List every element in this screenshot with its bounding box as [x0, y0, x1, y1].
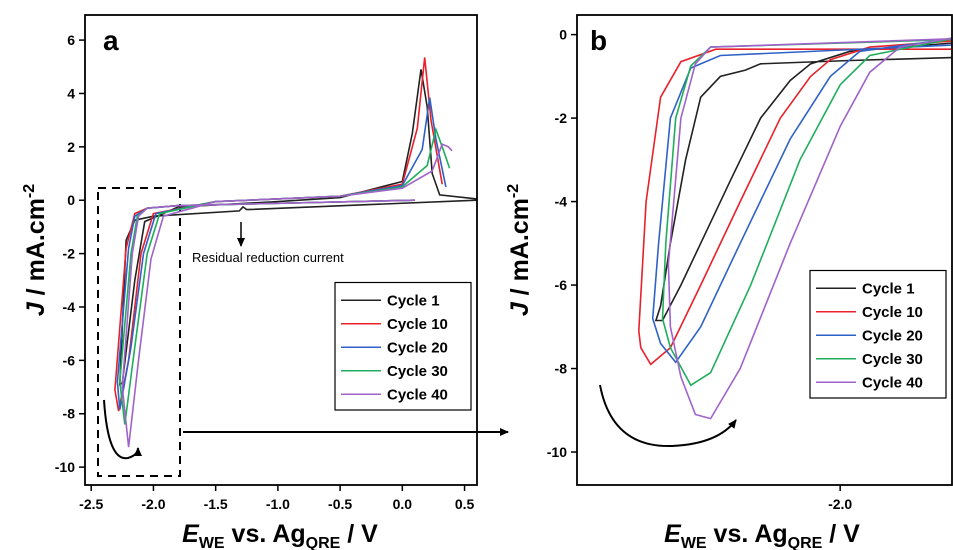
y-tick-label: -6: [555, 277, 568, 293]
legend-label: Cycle 1: [387, 292, 440, 309]
series-line: [118, 69, 477, 386]
x-tick-label: -0.5: [328, 496, 352, 512]
y-axis-title-part: -2: [505, 184, 522, 198]
legend-box: [809, 269, 947, 399]
zoom-box: [97, 187, 181, 477]
y-tick-label: 0: [559, 27, 567, 43]
y-tick-label: 6: [67, 32, 75, 48]
y-tick-label: -8: [555, 361, 568, 377]
y-axis-title-part: J: [22, 301, 50, 316]
legend-box: [334, 281, 472, 411]
x-tick-label: -1.0: [266, 496, 290, 512]
y-tick-label: 4: [67, 85, 75, 101]
plot-frame: [576, 14, 953, 486]
x-axis-title-part: vs. Ag: [707, 520, 788, 548]
x-tick-label: -1.5: [204, 496, 228, 512]
y-tick-label: -4: [63, 299, 76, 315]
y-axis-title: J / mA.cm-2: [505, 184, 534, 316]
y-tick-label: -8: [63, 406, 76, 422]
legend-label: Cycle 30: [862, 351, 923, 368]
legend-label: Cycle 10: [862, 304, 923, 321]
scan-arrow: [103, 399, 142, 460]
y-tick-label: -2: [555, 110, 568, 126]
x-axis-title-part: WE: [681, 535, 707, 550]
scan-arrow: [599, 384, 737, 448]
panel-label: b: [590, 25, 607, 56]
y-axis-title-part: / mA.cm: [506, 198, 534, 302]
x-axis-title-part: / V: [822, 520, 860, 548]
x-axis-title-part: / V: [340, 520, 378, 548]
x-tick-label: 0.0: [393, 496, 413, 512]
y-axis-title-part: J: [506, 301, 534, 316]
series-line: [121, 143, 453, 448]
legend-label: Cycle 20: [862, 327, 923, 344]
series-line: [667, 37, 952, 420]
x-tick-label: 0.5: [455, 496, 475, 512]
x-tick-label: -2.0: [828, 496, 852, 512]
y-axis-title-part: / mA.cm: [22, 198, 50, 302]
legend-label: Cycle 30: [387, 363, 448, 380]
y-axis-title-part: -2: [21, 184, 38, 198]
y-axis-title: J / mA.cm-2: [21, 184, 50, 316]
annotation: Residual reduction current: [192, 250, 344, 265]
x-axis-title-part: E: [182, 520, 200, 548]
y-tick-label: 2: [67, 139, 75, 155]
series-line: [661, 38, 952, 387]
x-axis-title: EWE vs. AgQRE / V: [182, 520, 378, 550]
legend-label: Cycle 40: [862, 374, 923, 391]
legend-label: Cycle 10: [387, 316, 448, 333]
x-axis-title-part: QRE: [788, 535, 823, 550]
y-tick-label: -2: [63, 246, 76, 262]
panel-label: a: [103, 25, 119, 56]
y-tick-label: -10: [55, 459, 75, 475]
x-tick-label: -2.0: [141, 496, 165, 512]
series-line: [116, 97, 447, 410]
series-line: [654, 42, 952, 322]
series-line: [637, 40, 952, 366]
legend-label: Cycle 40: [387, 386, 448, 403]
x-axis-title: EWE vs. AgQRE / V: [664, 520, 860, 550]
legend-label: Cycle 20: [387, 339, 448, 356]
x-axis-title-part: QRE: [306, 535, 341, 550]
legend-label: Cycle 1: [862, 280, 915, 297]
x-axis-title-part: WE: [199, 535, 225, 550]
x-axis-title-part: vs. Ag: [225, 520, 306, 548]
y-tick-label: -10: [547, 444, 567, 460]
x-tick-label: -2.5: [79, 496, 103, 512]
y-tick-label: -6: [63, 352, 76, 368]
y-tick-label: 0: [67, 192, 75, 208]
x-axis-title-part: E: [664, 520, 682, 548]
y-tick-label: -4: [555, 194, 568, 210]
plot-frame: [84, 14, 478, 486]
series-line: [114, 57, 443, 412]
